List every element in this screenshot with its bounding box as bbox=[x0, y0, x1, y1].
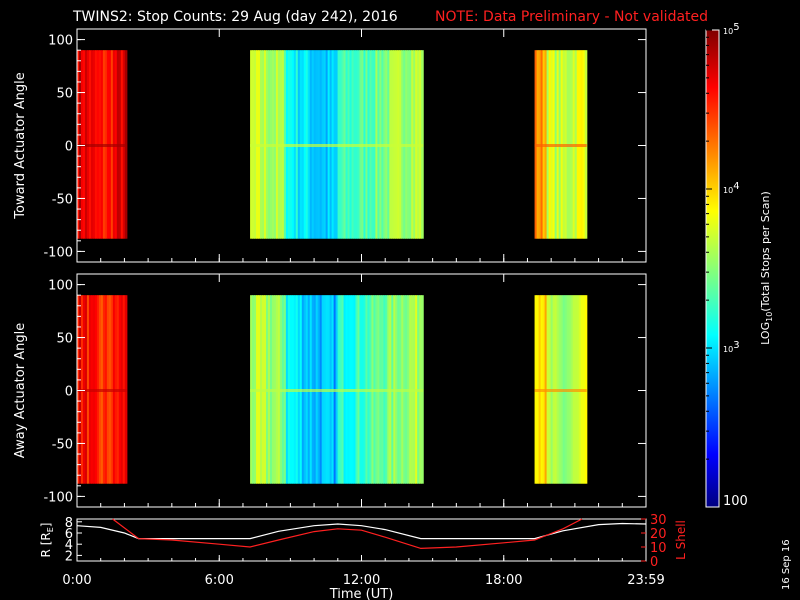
colorbar-tick-base: 10 bbox=[723, 186, 733, 195]
colorbar-title-sub: 10 bbox=[765, 312, 774, 322]
away-ytick-label: -50 bbox=[52, 437, 73, 452]
x-axis-label: Time (UT) bbox=[329, 587, 394, 600]
colorbar-tick-base: 10 bbox=[723, 345, 733, 354]
colorbar-title-log: LOG bbox=[759, 322, 772, 345]
toward-segment-0 bbox=[77, 50, 128, 239]
toward-panel: 100 50 0 -50 -100 Toward Actuator Angle bbox=[13, 28, 647, 263]
orbit-ytick-right-label: 10 bbox=[650, 541, 667, 556]
orbit-ytick-left-label: 4 bbox=[65, 538, 73, 553]
l-shell-axis-label: L Shell bbox=[674, 520, 688, 560]
away-ylabel: Away Actuator Angle bbox=[13, 323, 28, 458]
away-ytick-label: 0 bbox=[65, 385, 73, 400]
colorbar-tick-base: 10 bbox=[723, 27, 733, 36]
toward-ytick-label: 100 bbox=[48, 34, 73, 49]
toward-zero-stripe bbox=[77, 144, 127, 147]
r-axis-label-end: ] bbox=[39, 523, 53, 528]
xtick-label: 0:00 bbox=[62, 573, 91, 588]
xtick-label: 18:00 bbox=[485, 573, 522, 588]
away-ytick-label: 50 bbox=[56, 332, 73, 347]
colorbar-tick-exp: 3 bbox=[733, 340, 739, 351]
l-shell-line bbox=[112, 518, 583, 550]
toward-ytick-label: 0 bbox=[65, 140, 73, 155]
away-segment-0 bbox=[77, 295, 128, 484]
colorbar-title: LOG10(Total Stops per Scan) bbox=[759, 191, 774, 345]
r-axis-label-sub: E bbox=[46, 527, 55, 532]
date-stamp: 16 Sep 16 bbox=[781, 539, 792, 590]
xtick-label: 6:00 bbox=[205, 573, 234, 588]
away-zero-stripe bbox=[534, 389, 587, 392]
colorbar-title-rest: (Total Stops per Scan) bbox=[759, 191, 772, 312]
colorbar-frame bbox=[705, 29, 720, 508]
colorbar-gradient bbox=[706, 30, 719, 507]
r-axis-label: R [RE] bbox=[39, 523, 55, 558]
toward-ytick-label: -50 bbox=[52, 192, 73, 207]
colorbar-tick-exp: 5 bbox=[733, 22, 739, 33]
toward-segment-2 bbox=[534, 50, 588, 239]
toward-zero-stripe bbox=[534, 144, 587, 147]
colorbar-tick-label: 105 bbox=[723, 22, 740, 36]
orbit-ytick-right-label: 20 bbox=[650, 527, 667, 542]
colorbar-min-label: 100 bbox=[723, 494, 748, 509]
colorbar-tick-exp: 4 bbox=[733, 181, 739, 192]
orbit-ytick-left-label: 8 bbox=[65, 516, 73, 531]
xtick-label: 12:00 bbox=[343, 573, 380, 588]
away-zero-stripe bbox=[77, 389, 127, 392]
toward-ylabel: Toward Actuator Angle bbox=[13, 72, 28, 219]
away-zero-stripe bbox=[250, 389, 424, 392]
r-axis-label-main: R [R bbox=[39, 532, 53, 557]
xtick-label: 23:59 bbox=[627, 573, 664, 588]
toward-segment-1 bbox=[250, 50, 424, 239]
away-ytick-label: -100 bbox=[43, 490, 73, 505]
orbit-ytick-right-label: 30 bbox=[650, 513, 667, 528]
orbit-ytick-right-label: 0 bbox=[650, 555, 658, 570]
away-segment-1 bbox=[250, 295, 424, 484]
colorbar-tick-label: 103 bbox=[723, 340, 740, 354]
colorbar-tick-label: 104 bbox=[723, 181, 740, 195]
orbit-ytick-left-label: 2 bbox=[65, 549, 73, 564]
away-segment-2 bbox=[534, 295, 588, 484]
toward-ytick-label: -100 bbox=[43, 245, 73, 260]
away-panel: 100 50 0 -50 -100 Away Actuator Angle bbox=[13, 273, 647, 508]
orbit-ytick-left-label: 6 bbox=[65, 527, 73, 542]
toward-zero-stripe bbox=[250, 144, 424, 147]
toward-ytick-label: 50 bbox=[56, 87, 73, 102]
chart-title: TWINS2: Stop Counts: 29 Aug (day 242), 2… bbox=[72, 9, 398, 25]
away-ytick-label: 100 bbox=[48, 279, 73, 294]
preliminary-note: NOTE: Data Preliminary - Not validated bbox=[435, 9, 708, 25]
